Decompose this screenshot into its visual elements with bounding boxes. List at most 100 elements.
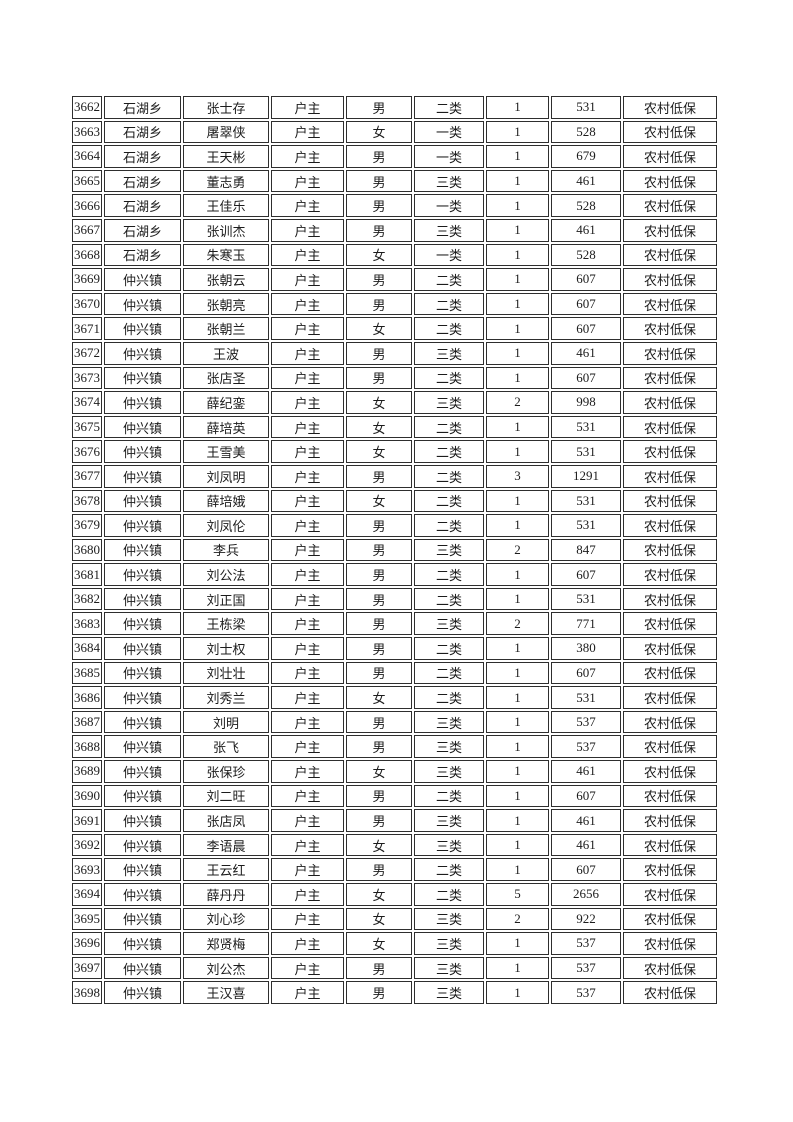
cell-count: 1 — [486, 784, 549, 808]
cell-type: 农村低保 — [623, 760, 717, 783]
cell-id: 3682 — [72, 587, 102, 611]
cell-township: 仲兴镇 — [104, 858, 181, 881]
cell-amount: 461 — [551, 341, 621, 365]
table-row: 3666 石湖乡 王佳乐 户主男一类 1 528 农村低保 — [72, 194, 717, 217]
cell-type: 农村低保 — [623, 218, 717, 242]
table-row: 3669 仲兴镇 张朝云 户主男二类 1 607 农村低保 — [72, 268, 717, 291]
cell-gender: 男 — [346, 194, 412, 217]
cell-id: 3667 — [72, 218, 102, 242]
cell-township: 仲兴镇 — [104, 637, 181, 660]
cell-name: 张朝云 — [183, 268, 269, 291]
cell-relation: 户主 — [271, 907, 344, 931]
cell-category: 二类 — [414, 292, 484, 316]
cell-id: 3676 — [72, 440, 102, 463]
cell-category: 一类 — [414, 120, 484, 144]
cell-relation: 户主 — [271, 735, 344, 759]
cell-name: 王栋梁 — [183, 612, 269, 636]
cell-amount: 537 — [551, 735, 621, 759]
cell-category: 三类 — [414, 341, 484, 365]
cell-name: 刘壮壮 — [183, 661, 269, 685]
cell-township: 仲兴镇 — [104, 514, 181, 537]
cell-name: 刘士权 — [183, 637, 269, 660]
cell-type: 农村低保 — [623, 858, 717, 881]
cell-township: 仲兴镇 — [104, 440, 181, 463]
cell-type: 农村低保 — [623, 489, 717, 513]
cell-category: 一类 — [414, 243, 484, 267]
cell-relation: 户主 — [271, 169, 344, 193]
cell-relation: 户主 — [271, 292, 344, 316]
cell-category: 三类 — [414, 169, 484, 193]
table-row: 3680 仲兴镇 李兵 户主男三类 2 847 农村低保 — [72, 538, 717, 562]
cell-category: 三类 — [414, 907, 484, 931]
cell-township: 仲兴镇 — [104, 956, 181, 980]
cell-count: 1 — [486, 956, 549, 980]
cell-type: 农村低保 — [623, 563, 717, 586]
cell-count: 2 — [486, 907, 549, 931]
cell-township: 石湖乡 — [104, 243, 181, 267]
cell-category: 二类 — [414, 489, 484, 513]
cell-category: 一类 — [414, 145, 484, 168]
cell-township: 仲兴镇 — [104, 735, 181, 759]
cell-gender: 男 — [346, 145, 412, 168]
table-row: 3695 仲兴镇 刘心珍 户主女三类 2 922 农村低保 — [72, 907, 717, 931]
cell-count: 1 — [486, 932, 549, 955]
table-row: 3697 仲兴镇 刘公杰 户主男三类 1 537 农村低保 — [72, 956, 717, 980]
cell-id: 3670 — [72, 292, 102, 316]
cell-amount: 461 — [551, 833, 621, 857]
cell-relation: 户主 — [271, 489, 344, 513]
cell-amount: 461 — [551, 218, 621, 242]
cell-id: 3673 — [72, 366, 102, 390]
cell-name: 董志勇 — [183, 169, 269, 193]
table-row: 3691 仲兴镇 张店凤 户主男三类 1 461 农村低保 — [72, 809, 717, 832]
cell-type: 农村低保 — [623, 366, 717, 390]
cell-name: 屠翠侠 — [183, 120, 269, 144]
cell-amount: 607 — [551, 563, 621, 586]
cell-amount: 922 — [551, 907, 621, 931]
table-row: 3684 仲兴镇 刘士权 户主男二类 1 380 农村低保 — [72, 637, 717, 660]
cell-gender: 男 — [346, 735, 412, 759]
cell-type: 农村低保 — [623, 735, 717, 759]
cell-gender: 男 — [346, 341, 412, 365]
welfare-roster-table: 3662 石湖乡 张士存 户主男二类 1 531 农村低保 3663 石湖乡 屠翠侠 户主女一类 1 5… — [70, 94, 719, 1006]
table-row: 3671 仲兴镇 张朝兰 户主女二类 1 607 农村低保 — [72, 317, 717, 340]
table-row: 3679 仲兴镇 刘凤伦 户主男二类 1 531 农村低保 — [72, 514, 717, 537]
table-row: 3663 石湖乡 屠翠侠 户主女一类 1 528 农村低保 — [72, 120, 717, 144]
cell-type: 农村低保 — [623, 120, 717, 144]
cell-relation: 户主 — [271, 883, 344, 906]
cell-amount: 679 — [551, 145, 621, 168]
cell-name: 薛培英 — [183, 415, 269, 439]
cell-name: 刘明 — [183, 710, 269, 734]
cell-category: 二类 — [414, 637, 484, 660]
cell-type: 农村低保 — [623, 317, 717, 340]
cell-gender: 女 — [346, 120, 412, 144]
cell-name: 王波 — [183, 341, 269, 365]
cell-amount: 531 — [551, 514, 621, 537]
cell-name: 朱寒玉 — [183, 243, 269, 267]
cell-amount: 531 — [551, 489, 621, 513]
cell-name: 张士存 — [183, 96, 269, 119]
cell-township: 仲兴镇 — [104, 883, 181, 906]
cell-category: 二类 — [414, 514, 484, 537]
cell-relation: 户主 — [271, 563, 344, 586]
cell-amount: 607 — [551, 317, 621, 340]
cell-relation: 户主 — [271, 710, 344, 734]
cell-township: 石湖乡 — [104, 120, 181, 144]
cell-count: 1 — [486, 120, 549, 144]
cell-amount: 607 — [551, 366, 621, 390]
cell-relation: 户主 — [271, 686, 344, 709]
cell-category: 三类 — [414, 981, 484, 1004]
table-row: 3675 仲兴镇 薛培英 户主女二类 1 531 农村低保 — [72, 415, 717, 439]
cell-id: 3684 — [72, 637, 102, 660]
cell-count: 1 — [486, 514, 549, 537]
table-row: 3674 仲兴镇 薛纪銮 户主女三类 2 998 农村低保 — [72, 391, 717, 414]
cell-id: 3690 — [72, 784, 102, 808]
cell-relation: 户主 — [271, 661, 344, 685]
cell-township: 仲兴镇 — [104, 710, 181, 734]
cell-type: 农村低保 — [623, 784, 717, 808]
cell-gender: 女 — [346, 686, 412, 709]
cell-count: 1 — [486, 440, 549, 463]
cell-name: 刘凤伦 — [183, 514, 269, 537]
cell-name: 王雪美 — [183, 440, 269, 463]
cell-township: 仲兴镇 — [104, 538, 181, 562]
